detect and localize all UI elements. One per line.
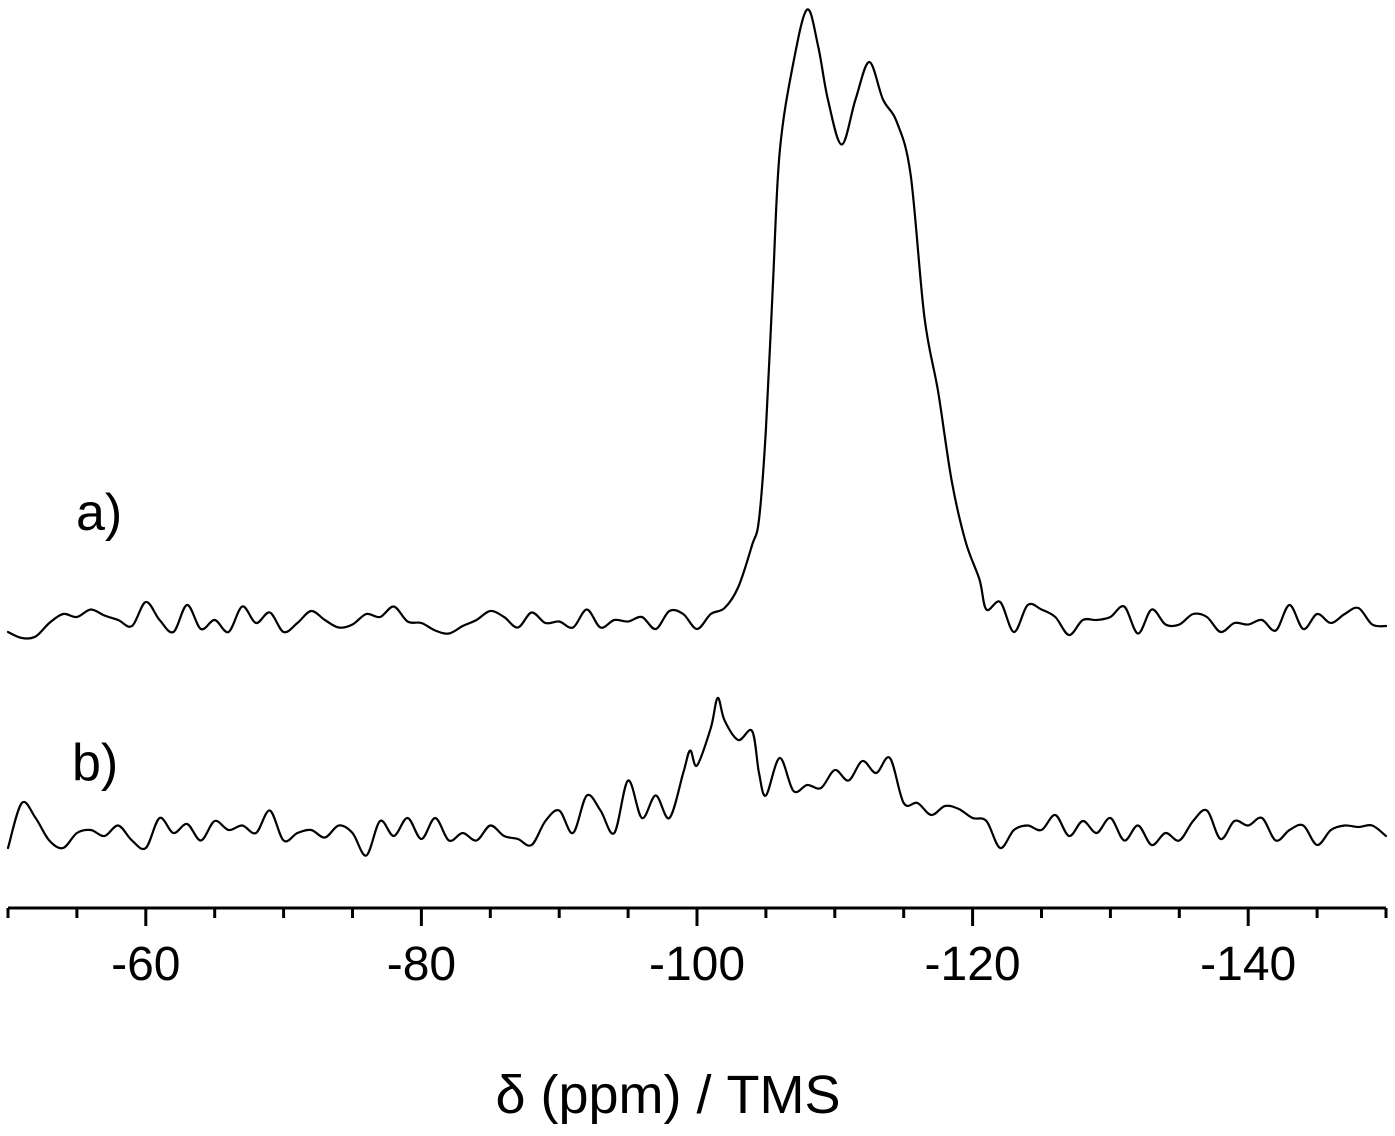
series-label-b: b) — [72, 734, 118, 792]
x-axis-ticks — [6, 908, 1388, 926]
x-axis-tick-labels: -60 -80 -100 -120 -140 — [111, 938, 1296, 991]
series-line-b — [6, 696, 1388, 857]
x-tick-label: -140 — [1200, 938, 1296, 991]
x-tick-label: -80 — [387, 938, 456, 991]
x-tick-label: -60 — [111, 938, 180, 991]
x-tick-label: -120 — [925, 938, 1021, 991]
x-tick-label: -100 — [649, 938, 745, 991]
x-axis-title: δ (ppm) / TMS — [495, 1065, 840, 1125]
series-group — [6, 8, 1388, 857]
series-label-a: a) — [76, 484, 122, 542]
series-line-a — [6, 8, 1388, 640]
series-labels-group: a) b) — [72, 484, 122, 792]
